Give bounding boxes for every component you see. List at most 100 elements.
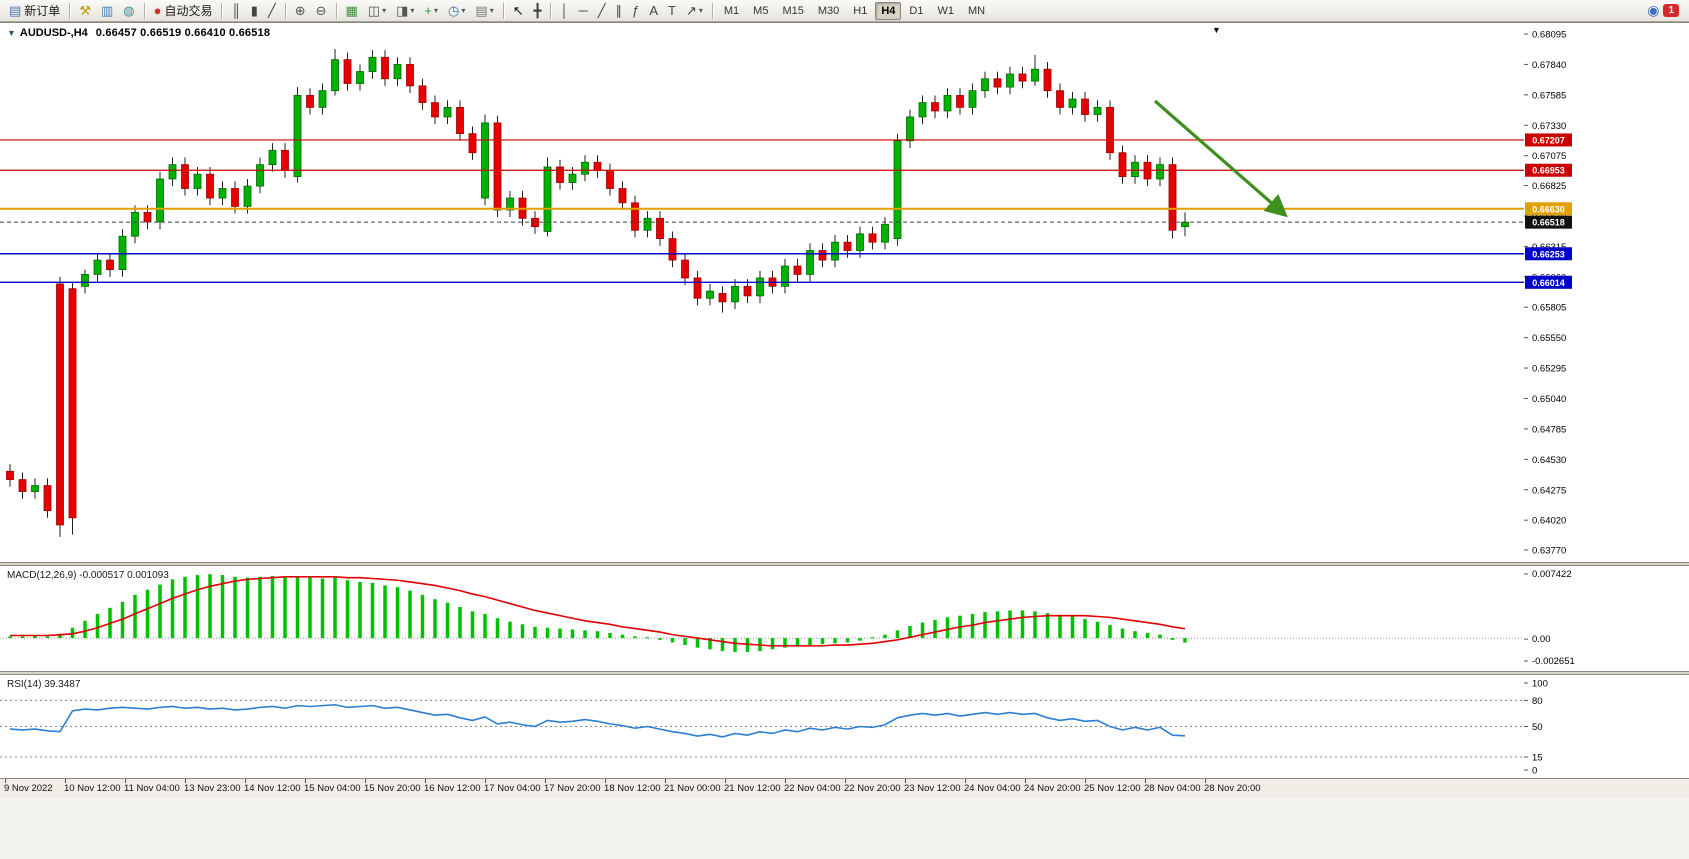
arrows-button[interactable]: ↗ ▾ [682,0,707,21]
timeframe-MN[interactable]: MN [967,4,986,17]
candle[interactable] [318,90,327,108]
quick-trade-collapse-icon[interactable]: ▼ [7,28,16,38]
candle[interactable] [643,217,652,231]
candle[interactable] [793,265,802,275]
timeframe-D1[interactable]: D1 [909,4,924,17]
candle[interactable] [1043,68,1052,92]
candle[interactable] [168,164,177,180]
text-button[interactable]: A [645,0,662,21]
price-chart[interactable]: 0.68095 0.67840 0.67585 0.67330 0.67075 0.668… [0,23,1689,562]
mql-community-button[interactable]: ◍ [119,0,138,21]
macd-panel[interactable]: 0.007422 0.00 -0.002651 MACD(12,26,9) -0.0… [0,566,1689,671]
candle[interactable] [431,102,439,118]
dropdown-caret-icon[interactable]: ▾ [434,6,439,15]
fibonacci-button[interactable]: ƒ [628,0,643,21]
candle[interactable] [81,274,89,287]
candle[interactable] [668,238,677,261]
candle[interactable] [231,188,239,207]
candle[interactable] [256,164,264,187]
dropdown-caret-icon[interactable]: ▾ [698,6,703,15]
candle[interactable] [806,250,814,275]
candle[interactable] [706,290,714,299]
autotrade-button[interactable]: ● 自动交易 [150,0,217,21]
market-depth-button[interactable]: ▥ [97,0,117,21]
timeframe-M15[interactable]: M15 [782,4,804,17]
rsi-panel[interactable]: 100 80 50 15 0 RSI(14) 39.3487 [0,675,1689,778]
candle[interactable] [943,95,952,112]
candle[interactable] [6,470,14,481]
candle[interactable] [568,173,577,183]
candle[interactable] [968,90,977,108]
candle[interactable] [918,102,927,118]
candle[interactable] [618,188,627,204]
scroll-anchor-icon[interactable]: ▼ [1212,25,1221,35]
candle[interactable] [606,170,614,189]
candle[interactable] [418,85,427,104]
candle[interactable] [731,285,739,303]
candle[interactable] [243,185,252,207]
candle[interactable] [781,265,789,287]
candle[interactable] [993,78,1002,88]
candle[interactable] [1106,106,1114,154]
zoom-in-button[interactable]: ⊕ [291,0,310,21]
candle[interactable] [381,56,389,80]
zoom-out-button[interactable]: ⊖ [312,0,331,21]
timeframe-M30[interactable]: M30 [817,4,840,17]
candle[interactable] [443,106,452,118]
candle[interactable] [93,259,102,275]
templates-button[interactable]: ▤ ▾ [471,0,497,21]
timeframe-H4[interactable]: H4 [875,1,902,20]
candle[interactable] [456,106,464,135]
crosshair-button[interactable]: ╋ [530,0,546,21]
candle[interactable] [881,223,889,243]
candle[interactable] [1168,164,1177,231]
candle[interactable] [1056,90,1064,108]
candle[interactable] [1006,73,1014,88]
periods-button[interactable]: ◷ ▾ [444,0,469,21]
candle[interactable] [356,71,364,84]
new-order-button[interactable]: ▤ 新订单 [5,0,64,21]
candle[interactable] [193,173,202,189]
candle[interactable] [143,211,152,223]
candle[interactable] [981,78,989,92]
candle[interactable] [593,161,602,172]
candle[interactable] [468,133,477,154]
candle[interactable] [343,59,352,84]
candle[interactable] [1018,73,1027,82]
candle[interactable] [556,166,564,183]
candle[interactable] [31,485,39,492]
candle[interactable] [1031,68,1039,82]
candle[interactable] [118,235,127,271]
candle[interactable] [1068,98,1077,108]
candle[interactable] [43,485,52,512]
trend-arrow[interactable] [1153,99,1288,218]
candle[interactable] [581,161,589,175]
candle[interactable] [393,64,402,80]
bar-chart-button[interactable]: ║ [227,0,244,21]
candle[interactable] [131,211,139,237]
line-chart-button[interactable]: ╱ [264,0,280,21]
channel-button[interactable]: ∥ [612,0,627,21]
candle[interactable] [931,102,939,112]
cursor-button[interactable]: ↖ [509,0,528,21]
dropdown-caret-icon[interactable]: ▾ [489,6,494,15]
candle[interactable] [218,188,227,199]
timeframe-W1[interactable]: W1 [937,4,954,17]
candle[interactable] [331,59,339,92]
candle[interactable] [906,116,914,142]
candle[interactable] [1118,152,1127,177]
community-chat-icon[interactable]: ◉ [1647,2,1660,18]
candle[interactable] [1156,164,1164,180]
text-label-button[interactable]: T [664,0,680,21]
candle[interactable] [956,95,964,108]
candle[interactable] [18,479,27,492]
indicator-list-button[interactable]: ◨ ▾ [392,0,418,21]
candle[interactable] [1081,98,1089,115]
candle[interactable] [293,95,302,177]
candle[interactable] [693,277,702,299]
candle[interactable] [306,95,314,108]
candle[interactable] [756,277,764,297]
timeframe-M5[interactable]: M5 [753,4,769,17]
timeframe-M1[interactable]: M1 [723,4,740,17]
candle[interactable] [506,197,514,211]
